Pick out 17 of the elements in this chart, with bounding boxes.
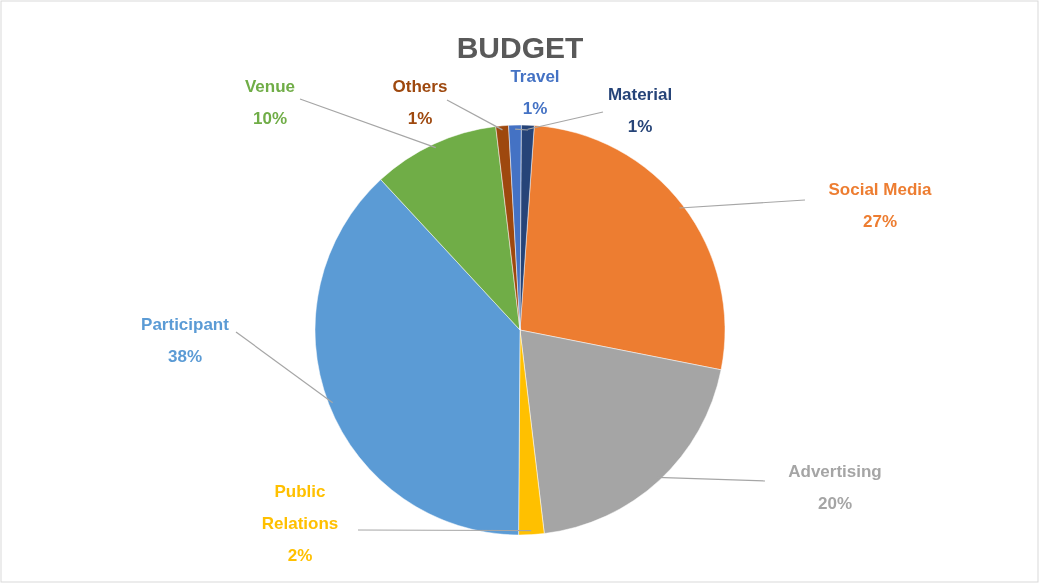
data-label: 1% xyxy=(407,109,433,128)
data-label: 27% xyxy=(862,212,898,231)
slice-label: Travel xyxy=(510,67,560,86)
slice-label: Social Media xyxy=(828,180,933,199)
data-label: 20% xyxy=(817,494,853,513)
data-label: 1% xyxy=(522,99,548,118)
slice-label: Participant xyxy=(141,315,230,334)
slice-label: Others xyxy=(392,77,448,96)
chart-title: BUDGET xyxy=(456,31,584,64)
data-label: 2% xyxy=(287,546,313,565)
data-label: 38% xyxy=(167,347,203,366)
data-label: 1% xyxy=(627,117,653,136)
slice-label: Venue xyxy=(244,77,296,96)
slice-label: Advertising xyxy=(788,462,882,481)
data-label: 10% xyxy=(252,109,288,128)
slice-label: Public Relations xyxy=(261,482,339,533)
slice-label: Material xyxy=(607,85,673,104)
